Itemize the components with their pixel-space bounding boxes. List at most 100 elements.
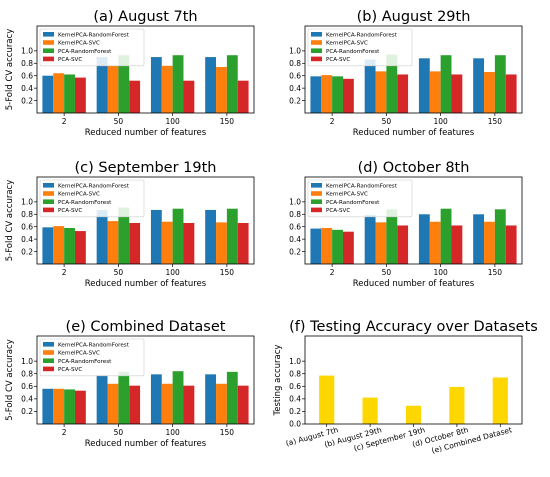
bar-kernelpca-randomforest-2 [150, 57, 162, 113]
y-axis-label: 5-Fold CV accuracy [5, 339, 15, 421]
legend: KernelPCA-RandomForest KernelPCA-SVC PCA-R… [307, 28, 413, 67]
legend-swatch [43, 32, 54, 37]
bar-pca-randomforest-1 [118, 371, 130, 424]
y-tick-label: 0.0 [289, 420, 301, 429]
legend-swatch [43, 56, 54, 62]
x-tick-label: 2 [330, 117, 335, 126]
x-tick-label: 50 [114, 428, 124, 437]
bar-pca-randomforest-0 [64, 74, 75, 113]
x-axis-label: Reduced number of features [353, 128, 475, 138]
legend-label: KernelPCA-RandomForest [326, 183, 398, 189]
legend-label: PCA-SVC [58, 367, 82, 373]
legend-swatch [311, 56, 322, 62]
plot-frame [36, 25, 255, 114]
x-tick-label: 2 [62, 268, 67, 277]
y-tick-label: 0.8 [289, 59, 301, 68]
plot-frame [36, 176, 255, 265]
bar-kernelpca-randomforest-0 [42, 388, 54, 424]
bar-kernelpca-svc-3 [484, 71, 495, 113]
x-tick-label: 50 [114, 268, 124, 277]
x-tick-label: 2 [330, 268, 335, 277]
legend-label: PCA-RandomForest [326, 200, 380, 206]
bar-kernelpca-svc-2 [429, 221, 441, 264]
legend-swatch [311, 207, 322, 213]
bar-kernelpca-randomforest-2 [150, 209, 162, 264]
bar-kernelpca-randomforest-0 [310, 228, 322, 264]
x-tick-label: 100 [433, 268, 448, 277]
x-tick-label: 100 [165, 117, 180, 126]
bar-pca-svc-3 [505, 74, 517, 113]
chart-panel-1: (a) August 7th 0.2 0.4 0.6 0.8 1.0 2 50 100 150 Re… [5, 9, 255, 138]
bar-kernelpca-svc-2 [161, 221, 173, 264]
legend-label: PCA-RandomForest [58, 200, 112, 206]
bar-kernelpca-randomforest-2 [150, 374, 162, 424]
legend-swatch [311, 40, 322, 45]
bar-kernelpca-svc-0 [53, 388, 65, 424]
legend-swatch [43, 366, 54, 372]
bar-pca-svc-3 [505, 225, 517, 264]
y-tick-label: 0.6 [289, 382, 301, 391]
y-tick-label: 0.4 [289, 84, 301, 93]
chart-title: (b) August 29th [357, 9, 471, 25]
legend-label: KernelPCA-RandomForest [326, 32, 398, 38]
x-tick-label: 50 [382, 117, 392, 126]
bar-kernelpca-svc-1 [375, 71, 387, 113]
y-tick-label: 0.4 [289, 395, 301, 404]
bar-pca-randomforest-3 [494, 209, 506, 264]
y-tick-label: 1.0 [289, 357, 301, 366]
bar-pca-svc-0 [74, 231, 86, 264]
bar-pca-svc-2 [451, 74, 463, 113]
chart-panel-6: (f) Testing Accuracy over Datasets 0.0 0.2… [273, 319, 538, 455]
legend-swatch [311, 32, 322, 37]
chart-panel-4: (d) October 8th 0.2 0.4 0.6 0.8 1.0 2 50 100 150 R… [289, 160, 523, 289]
chart-title: (e) Combined Dataset [66, 319, 226, 335]
bar-kernelpca-randomforest-1 [96, 57, 108, 113]
bar-kernelpca-randomforest-1 [364, 214, 376, 264]
legend-box [307, 28, 413, 67]
x-tick-label: 50 [382, 268, 392, 277]
y-tick-label: 1.0 [21, 47, 33, 56]
y-tick-label: 0.6 [289, 71, 301, 80]
chart-panel-2: (b) August 29th 0.2 0.4 0.6 0.8 1.0 2 50 100 150 R… [289, 9, 523, 138]
legend: KernelPCA-RandomForest KernelPCA-SVC PCA-R… [39, 179, 145, 218]
legend-label: PCA-RandomForest [58, 49, 112, 55]
legend-label: KernelPCA-SVC [58, 192, 100, 198]
bar-kernelpca-svc-0 [53, 73, 65, 113]
legend-label: KernelPCA-SVC [326, 41, 368, 47]
legend-label: PCA-SVC [58, 208, 82, 214]
bar-kernelpca-randomforest-3 [473, 58, 485, 113]
bar-pca-randomforest-1 [386, 54, 398, 113]
bar-pca-svc-0 [74, 390, 86, 424]
bar-pca-randomforest-2 [172, 55, 184, 113]
y-tick-label: 1.0 [21, 198, 33, 207]
legend-label: KernelPCA-RandomForest [58, 183, 130, 189]
bar-kernelpca-svc-2 [161, 65, 173, 113]
x-tick-label: 150 [220, 268, 235, 277]
bar-kernelpca-randomforest-1 [364, 59, 376, 113]
bar-kernelpca-randomforest-3 [205, 209, 217, 264]
x-tick-label: 50 [114, 117, 124, 126]
bar-pca-randomforest-2 [440, 55, 452, 113]
bar-kernelpca-randomforest-1 [96, 374, 108, 424]
chart-title: (a) August 7th [93, 9, 197, 25]
legend-swatch [43, 191, 54, 196]
bar-kernelpca-svc-3 [216, 383, 227, 424]
y-tick-label: 0.8 [21, 369, 33, 378]
bar-kernelpca-svc-2 [429, 71, 441, 113]
legend-label: KernelPCA-SVC [326, 192, 368, 198]
bar-pca-svc-2 [183, 80, 195, 113]
legend-swatch [311, 191, 322, 196]
bar-kernelpca-randomforest-0 [42, 227, 54, 264]
bar-pca-svc-2 [451, 225, 463, 264]
legend-swatch [43, 40, 54, 45]
bar-kernelpca-svc-3 [216, 67, 227, 113]
bar-kernelpca-randomforest-0 [42, 75, 54, 113]
bar-kernelpca-svc-3 [484, 221, 495, 264]
y-tick-label: 0.2 [21, 96, 33, 105]
bar-kernelpca-svc-0 [321, 227, 333, 264]
legend-swatch [311, 183, 322, 188]
legend-label: PCA-SVC [58, 57, 82, 63]
legend-box [39, 179, 145, 218]
bar-pca-svc-2 [183, 385, 195, 424]
